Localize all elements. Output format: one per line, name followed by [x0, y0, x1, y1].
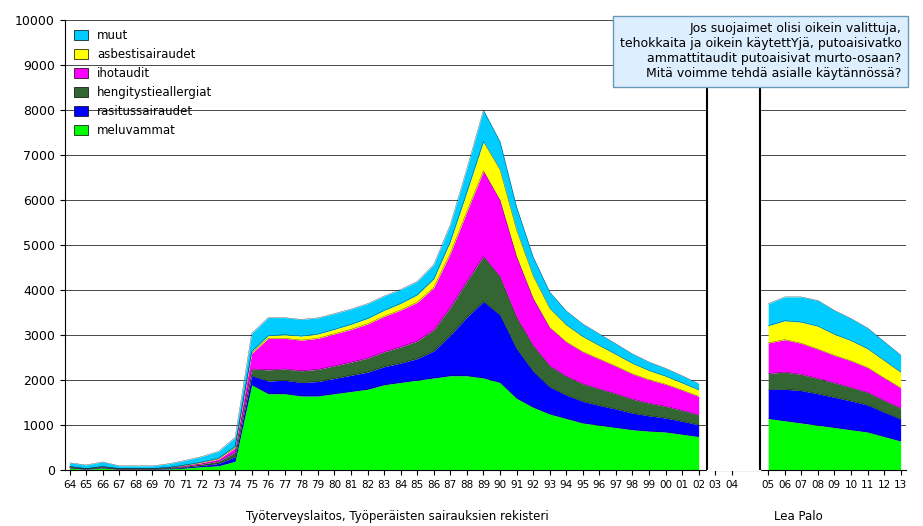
Text: Lea Palo: Lea Palo [774, 510, 822, 523]
Text: Työterveyslaitos, Työperäisten sairauksien rekisteri: Työterveyslaitos, Työperäisten sairauksi… [246, 510, 548, 523]
Text: Jos suojaimet olisi oikein valittuja,
tehokkaita ja oikein käytettYjä, putoaisiv: Jos suojaimet olisi oikein valittuja, te… [619, 22, 902, 80]
Legend: muut, asbestisairaudet, ihotaudit, hengitystieallergiat, rasitussairaudet, meluv: muut, asbestisairaudet, ihotaudit, hengi… [69, 25, 217, 141]
